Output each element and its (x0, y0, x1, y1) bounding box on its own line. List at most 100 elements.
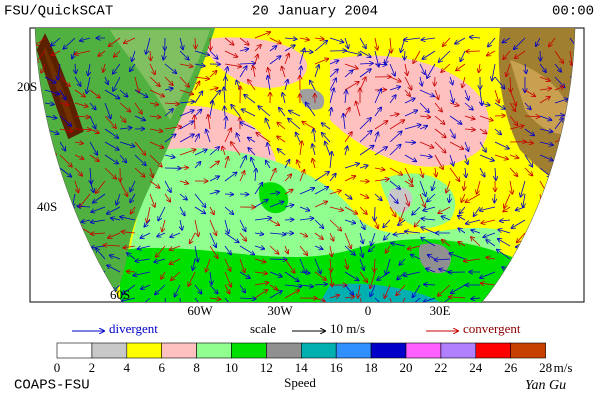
wind-arrow (344, 50, 361, 55)
wind-arrow (524, 102, 531, 110)
wind-arrow (210, 271, 212, 284)
wind-arrow (306, 102, 316, 117)
wind-arrow (277, 123, 286, 130)
wind-arrow (124, 37, 136, 43)
wind-arrow (419, 102, 429, 112)
wind-arrow (480, 89, 482, 105)
wind-arrow (225, 117, 226, 130)
wind-arrow (254, 183, 262, 195)
wind-arrow (195, 37, 196, 49)
wind-arrow (359, 193, 368, 198)
wind-arrow (404, 38, 421, 40)
wind-arrow (449, 103, 459, 106)
wind-arrow (329, 206, 343, 210)
wind-arrow (96, 180, 106, 193)
wind-arrow (359, 165, 368, 168)
wind-arrow (224, 297, 234, 302)
lat-label: 40S (37, 199, 57, 214)
wind-arrow (329, 69, 338, 78)
wind-arrow (104, 167, 116, 179)
wind-arrow (525, 63, 526, 73)
wind-arrow (438, 284, 451, 296)
wind-arrow (224, 157, 228, 169)
wind-arrow (344, 219, 355, 223)
wind-arrow (107, 265, 121, 273)
wind-arrow (107, 206, 121, 214)
wind-arrow (464, 115, 475, 119)
colorbar-tick-label: 16 (330, 360, 344, 375)
wind-arrow (114, 50, 121, 57)
wind-arrow (119, 154, 126, 162)
wind-arrow (423, 206, 436, 211)
wind-arrow (74, 142, 83, 143)
wind-arrow (374, 179, 389, 181)
wind-arrow (421, 238, 436, 247)
wind-arrow (110, 255, 121, 260)
wind-arrow (59, 167, 71, 177)
wind-arrow (284, 285, 301, 287)
wind-arrow (441, 216, 451, 221)
wind-arrow (503, 206, 511, 212)
wind-arrow (81, 220, 91, 222)
wind-arrow (149, 89, 164, 97)
wind-arrow (517, 232, 526, 242)
wind-arrow (481, 283, 496, 285)
wind-arrow (44, 76, 56, 83)
wind-arrow (434, 89, 439, 99)
wind-arrow (269, 193, 279, 194)
wind-arrow (284, 205, 293, 207)
wind-arrow (389, 87, 400, 91)
wind-arrow (224, 206, 233, 214)
wind-arrow (359, 206, 367, 214)
wind-arrow (179, 121, 193, 130)
wind-arrow (134, 167, 145, 177)
wind-arrow (279, 108, 286, 117)
wind-arrow (269, 219, 279, 225)
wind-arrow (479, 167, 485, 177)
wind-arrow (113, 76, 121, 91)
wind-arrow (253, 66, 255, 78)
wind-arrow (479, 154, 494, 161)
wind-arrow (74, 154, 84, 159)
wind-arrow (164, 193, 170, 202)
wind-arrow (424, 284, 436, 285)
wind-arrow (127, 271, 136, 272)
wind-arrow (284, 174, 291, 182)
wind-arrow (400, 206, 406, 221)
wind-arrow (383, 219, 391, 227)
wind-arrow (345, 90, 346, 104)
wind-arrow (344, 284, 353, 295)
wind-arrow (419, 126, 427, 129)
wind-arrow (459, 206, 466, 214)
wind-arrow (344, 245, 355, 255)
wind-arrow (239, 284, 245, 293)
wind-arrow (539, 141, 553, 145)
wind-arrow (242, 109, 256, 117)
wind-arrow (254, 283, 268, 285)
wind-arrow (89, 89, 100, 98)
wind-arrow (149, 116, 161, 117)
wind-arrow (119, 102, 130, 112)
wind-arrow (371, 232, 376, 245)
wind-arrow (421, 227, 436, 234)
wind-arrow (345, 258, 348, 269)
wind-arrow (299, 170, 304, 182)
wind-arrow (209, 161, 219, 169)
wind-arrow (269, 233, 286, 235)
wind-arrow (74, 167, 82, 176)
wind-arrow (116, 193, 121, 205)
wind-arrow (374, 258, 375, 272)
colorbar-swatch (126, 342, 163, 359)
wind-arrow (209, 232, 216, 247)
wind-arrow (539, 129, 553, 132)
wind-arrow (494, 89, 499, 103)
wind-arrow (254, 290, 267, 299)
wind-arrow (254, 246, 264, 249)
colorbar-tick-label: 28 (539, 360, 552, 375)
wind-arrow (514, 37, 526, 49)
wind-arrow (344, 70, 353, 78)
wind-arrow (314, 246, 323, 249)
wind-arrow (420, 167, 423, 177)
wind-arrow (236, 133, 241, 143)
wind-arrow (449, 167, 460, 181)
